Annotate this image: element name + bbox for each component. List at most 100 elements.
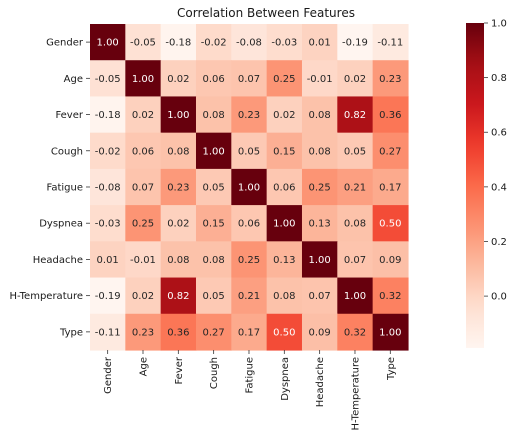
heatmap-cell <box>266 96 303 134</box>
heatmap-cells <box>90 24 409 351</box>
cell-value-label: 0.05 <box>238 146 260 157</box>
cell-value-label: 0.13 <box>309 219 331 230</box>
heatmap-cell <box>160 241 197 279</box>
y-tick-label: H-Temperature <box>9 291 83 302</box>
cell-value-label: -0.08 <box>236 38 262 49</box>
cell-value-label: 1.00 <box>273 219 295 230</box>
cell-value-label: 0.36 <box>379 110 401 121</box>
cell-value-label: 0.25 <box>132 219 154 230</box>
x-tick-label: Fever <box>174 356 185 384</box>
heatmap-cell <box>266 241 303 279</box>
cell-value-label: 0.08 <box>203 110 225 121</box>
colorbar-tick-label: 0.6 <box>491 128 507 139</box>
heatmap-cell <box>125 24 162 61</box>
heatmap-cell <box>90 60 126 98</box>
heatmap-cell <box>195 96 232 134</box>
cell-value-label: -0.02 <box>201 38 227 49</box>
x-tick-label: Cough <box>209 357 220 389</box>
cell-value-label: 1.00 <box>132 74 154 85</box>
cell-value-label: -0.05 <box>95 74 121 85</box>
heatmap-cell <box>160 60 197 98</box>
cell-value-label: -0.19 <box>95 291 121 302</box>
cell-value-label: 0.15 <box>273 146 295 157</box>
heatmap-cell <box>372 24 409 61</box>
cell-value-label: 0.07 <box>309 291 331 302</box>
cell-value-label: -0.08 <box>95 182 121 193</box>
cell-value-label: 1.00 <box>309 255 331 266</box>
heatmap-cell <box>337 132 374 170</box>
heatmap-cell <box>160 96 197 134</box>
cell-value-label: 0.02 <box>132 291 154 302</box>
heatmap-cell <box>231 24 268 61</box>
cell-value-label: 0.09 <box>379 255 401 266</box>
heatmap-cell <box>372 96 409 134</box>
heatmap-cell <box>160 168 197 206</box>
cell-value-label: 0.15 <box>203 219 225 230</box>
colorbar-tick-label: 0.2 <box>491 237 507 248</box>
y-axis-tick-labels: Gender Age Fever Cough Fatigue Dyspnea Headach… <box>9 38 90 338</box>
heatmap-cell <box>301 313 338 351</box>
cell-value-label: 0.02 <box>167 219 189 230</box>
heatmap-cell <box>231 205 268 242</box>
colorbar-tick-label: 1.0 <box>491 19 507 30</box>
heatmap-cell <box>90 277 126 315</box>
heatmap-cell <box>125 60 162 98</box>
heatmap-cell <box>337 24 374 61</box>
colorbar-ticks: 0.0 0.2 0.4 0.6 0.8 1.0 <box>484 19 507 303</box>
cell-value-label: 0.05 <box>203 291 225 302</box>
heatmap-cell <box>231 132 268 170</box>
heatmap-cell <box>195 168 232 206</box>
cell-value-label: 0.50 <box>379 219 401 230</box>
x-tick-label: Dyspnea <box>280 357 291 401</box>
y-tick-label: Headache <box>33 255 83 266</box>
cell-value-label: 0.09 <box>309 327 331 338</box>
cell-value-label: 0.08 <box>203 255 225 266</box>
heatmap-cell <box>301 60 338 98</box>
heatmap-cell <box>372 60 409 98</box>
colorbar-tick-label: 0.4 <box>491 182 507 193</box>
heatmap-cell <box>125 313 162 351</box>
heatmap-cell <box>90 168 126 206</box>
cell-value-label: 0.17 <box>238 327 260 338</box>
cell-value-label: -0.02 <box>95 146 121 157</box>
cell-value-label: 0.08 <box>167 255 189 266</box>
heatmap-cell <box>372 277 409 315</box>
heatmap-cell <box>125 168 162 206</box>
cell-value-label: 0.25 <box>273 74 295 85</box>
heatmap-cell <box>266 205 303 242</box>
cell-value-label: 0.07 <box>132 182 154 193</box>
cell-value-label: 1.00 <box>203 146 225 157</box>
heatmap-cell <box>125 205 162 242</box>
heatmap-cell <box>160 277 197 315</box>
cell-value-label: 0.25 <box>309 182 331 193</box>
colorbar-tick-label: 0.8 <box>491 73 507 84</box>
colorbar: 0.0 0.2 0.4 0.6 0.8 1.0 <box>466 19 507 348</box>
cell-value-label: 0.02 <box>167 74 189 85</box>
heatmap-cell <box>301 132 338 170</box>
cell-value-label: -0.19 <box>342 38 368 49</box>
cell-value-label: 0.02 <box>273 110 295 121</box>
y-tick-label: Dyspnea <box>39 219 83 230</box>
cell-value-label: -0.18 <box>165 38 191 49</box>
cell-value-label: 0.06 <box>273 182 295 193</box>
heatmap-cell <box>301 24 338 61</box>
heatmap-cell <box>372 205 409 242</box>
heatmap-cell <box>125 277 162 315</box>
heatmap-cell <box>90 313 126 351</box>
cell-value-label: 0.05 <box>203 182 225 193</box>
heatmap-cell <box>125 96 162 134</box>
cell-value-label: 0.23 <box>167 182 189 193</box>
cell-value-label: 0.08 <box>167 146 189 157</box>
heatmap-cell-labels: 1.00 -0.05 -0.18 -0.02 -0.08 -0.03 0.01 -0.19 -0… <box>95 38 404 339</box>
cell-value-label: 0.21 <box>344 182 366 193</box>
x-tick-label: Fatigue <box>244 357 255 394</box>
cell-value-label: 0.82 <box>344 110 366 121</box>
cell-value-label: 0.25 <box>238 255 260 266</box>
cell-value-label: -0.03 <box>95 219 121 230</box>
cell-value-label: 0.07 <box>238 74 260 85</box>
heatmap-cell <box>231 241 268 279</box>
cell-value-label: 0.08 <box>309 146 331 157</box>
chart-title: Correlation Between Features <box>177 6 355 20</box>
cell-value-label: 0.06 <box>203 74 225 85</box>
heatmap-cell <box>125 241 162 279</box>
